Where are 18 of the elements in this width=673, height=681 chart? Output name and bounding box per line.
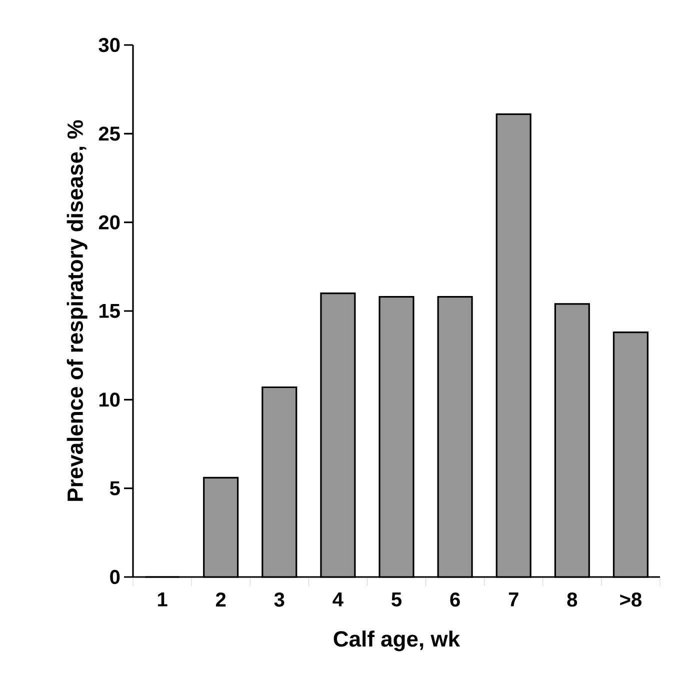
x-tick-label: >8 [620, 592, 642, 607]
x-tick-label: 6 [450, 592, 460, 607]
x-tick-label: 1 [158, 592, 168, 606]
y-tick-label: 30 [98, 38, 120, 52]
x-axis-title: Calf age, wk [334, 630, 460, 652]
x-tick-label: 7 [508, 592, 518, 606]
y-tick-label: 0 [110, 570, 120, 584]
x-tick-label: 4 [332, 592, 344, 606]
x-tick-label: 2 [216, 592, 226, 606]
y-tick-label: 15 [99, 304, 120, 318]
x-tick-label: 8 [567, 592, 578, 607]
x-tick-label: 5 [392, 592, 402, 606]
y-tick-label: 10 [99, 392, 120, 407]
y-axis-title: Prevalence of respiratory disease, % [66, 120, 88, 501]
y-tick-label: 5 [110, 481, 120, 496]
y-tick-label: 20 [98, 215, 120, 230]
x-tick-label: 3 [274, 592, 284, 607]
y-tick-label: 25 [98, 126, 120, 141]
